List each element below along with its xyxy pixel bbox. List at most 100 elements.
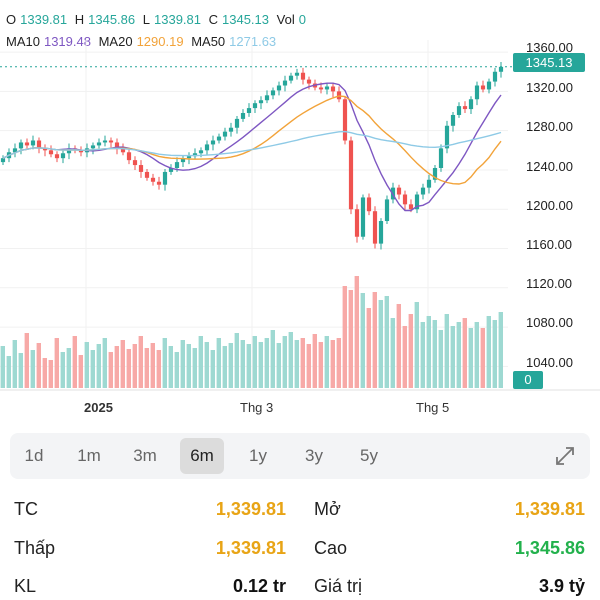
candle-body — [396, 187, 402, 195]
volume-bar — [180, 340, 185, 388]
candle-body — [354, 209, 360, 237]
open-value: 1339.81 — [20, 12, 68, 27]
candle-body — [492, 71, 498, 82]
volume-bar — [276, 343, 281, 388]
range-1y-button[interactable]: 1y — [249, 446, 267, 465]
volume-bar — [432, 320, 437, 388]
volume-bar — [72, 336, 77, 388]
candle-body — [18, 142, 24, 149]
volume-bar — [126, 349, 131, 388]
ma10-value: 1319.48 — [43, 34, 91, 49]
candle-body — [162, 171, 168, 185]
volume-bar — [108, 352, 113, 388]
range-6m-button[interactable]: 6m — [180, 438, 224, 474]
high-stat-label: Cao — [314, 538, 348, 558]
range-1m-button[interactable]: 1m — [77, 446, 101, 465]
candle-body — [342, 99, 348, 141]
current-price-badge: 1345.13 — [513, 53, 585, 72]
candle-body — [402, 194, 408, 205]
candle-body — [228, 127, 234, 132]
volume-bar — [222, 346, 227, 388]
volume-bar — [60, 352, 65, 388]
y-tick: 1120.00 — [526, 276, 573, 291]
trade-value: 3.9 tỷ — [538, 576, 585, 596]
volume-bar — [462, 318, 467, 388]
x-tick-month: Thg 3 — [240, 400, 274, 415]
range-3m-button[interactable]: 3m — [133, 446, 157, 465]
range-5y-button[interactable]: 5y — [360, 446, 378, 465]
candle-body — [30, 140, 36, 146]
volume-bar — [144, 348, 149, 388]
low-label: L — [142, 12, 150, 27]
candle-body — [48, 150, 54, 155]
volume-bar — [216, 338, 221, 388]
price-chart[interactable] — [0, 0, 600, 430]
volume-bar — [120, 340, 125, 388]
volume-bar — [480, 328, 485, 388]
volume-bar — [438, 330, 443, 388]
candle-body — [12, 148, 18, 153]
candle-body — [186, 156, 192, 159]
candle-body — [498, 66, 504, 72]
volume-bar — [360, 293, 365, 388]
volume-bar — [0, 346, 6, 388]
candle-body — [102, 140, 108, 143]
range-1d-button[interactable]: 1d — [24, 446, 44, 465]
volume-bar — [486, 316, 491, 388]
volume-bar — [138, 336, 143, 388]
moving-averages — [2, 82, 502, 212]
volume-bar — [354, 276, 359, 388]
y-tick: 1200.00 — [526, 198, 573, 213]
candle-body — [150, 177, 156, 182]
candle-body — [120, 148, 126, 153]
ohlc-header: O 1339.81 H 1345.86 L 1339.81 C 1345.13 Vol 0 — [6, 12, 310, 27]
expand-icon[interactable] — [554, 445, 576, 467]
candle-body — [90, 145, 96, 149]
candle-body — [60, 153, 66, 159]
volume-bar — [414, 302, 419, 388]
candles — [0, 61, 504, 250]
candle-body — [66, 148, 72, 154]
candle-body — [444, 125, 450, 149]
volume-bar — [90, 350, 95, 388]
ma20-label: MA20 — [98, 34, 133, 49]
volume-bar — [498, 312, 503, 388]
volume-bar — [102, 338, 107, 388]
candle-body — [156, 181, 162, 185]
volume-bar — [6, 356, 11, 388]
y-tick: 1240.00 — [526, 159, 573, 174]
high-label: H — [74, 12, 85, 27]
volume-bar — [234, 333, 239, 388]
candle-body — [372, 211, 378, 244]
volume-bar — [492, 320, 497, 388]
volume-bar — [390, 318, 395, 388]
volume-bar — [450, 326, 455, 388]
volume-bar — [288, 332, 293, 388]
y-tick: 1080.00 — [526, 315, 573, 330]
volume-bar — [96, 344, 101, 388]
volume-bars — [0, 276, 503, 388]
volume-bar — [246, 344, 251, 388]
y-tick: 1160.00 — [526, 237, 573, 252]
candle-body — [462, 106, 468, 110]
candle-body — [318, 87, 324, 90]
volume-bar — [426, 316, 431, 388]
candle-body — [216, 136, 222, 141]
candle-body — [42, 148, 48, 151]
volume-bar — [36, 343, 41, 388]
range-3y-button[interactable]: 3y — [305, 446, 323, 465]
open-stat-label: Mở — [314, 499, 341, 519]
candle-body — [330, 86, 336, 92]
vol-value: 0 — [298, 12, 306, 27]
candle-body — [408, 204, 414, 210]
candle-body — [180, 158, 186, 163]
ma50-label: MA50 — [191, 34, 226, 49]
volume-bar — [264, 338, 269, 388]
volume-bar — [162, 338, 167, 388]
kl-value: 0.12 tr — [232, 576, 286, 596]
volume-bar — [348, 290, 353, 388]
high-stat-value: 1,345.86 — [514, 538, 585, 558]
volume-bar — [306, 344, 311, 388]
candle-body — [486, 81, 492, 90]
volume-bar — [192, 348, 197, 388]
